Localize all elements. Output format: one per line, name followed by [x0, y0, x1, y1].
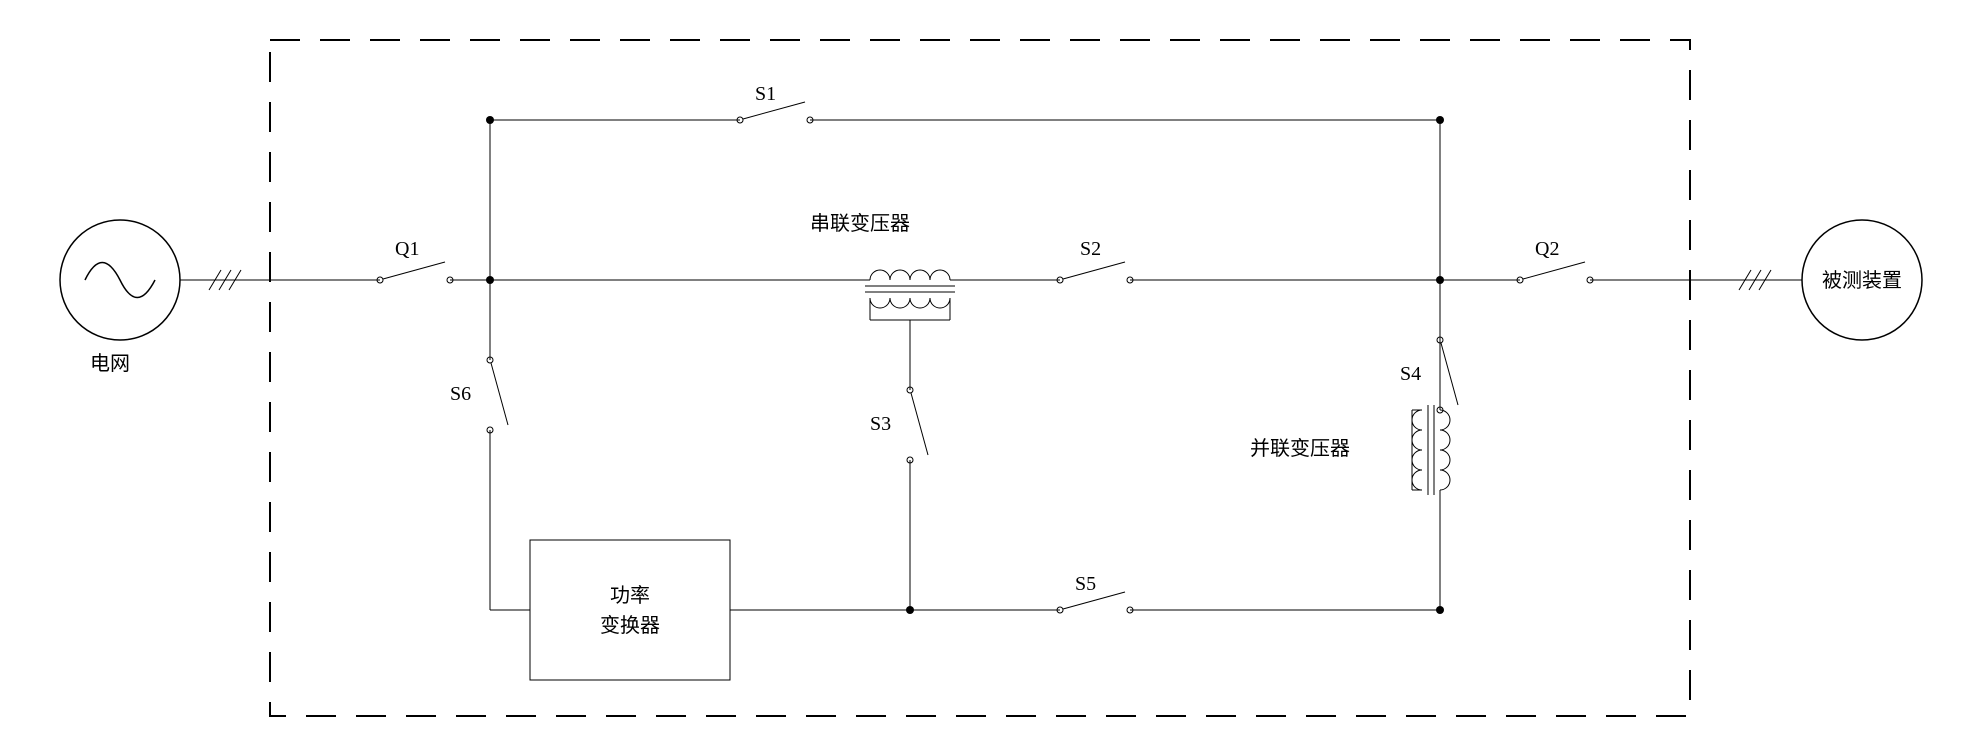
- svg-text:S6: S6: [450, 383, 471, 405]
- svg-text:被测装置: 被测装置: [1822, 269, 1902, 292]
- svg-text:S4: S4: [1400, 363, 1421, 385]
- svg-text:串联变压器: 串联变压器: [810, 212, 910, 235]
- svg-text:功率: 功率: [610, 584, 650, 607]
- svg-text:S3: S3: [870, 413, 891, 435]
- svg-text:S1: S1: [755, 83, 776, 105]
- svg-text:Q1: Q1: [395, 238, 419, 260]
- svg-text:变换器: 变换器: [600, 614, 660, 637]
- svg-text:电网: 电网: [90, 352, 130, 375]
- svg-text:Q2: Q2: [1535, 238, 1559, 260]
- svg-text:S2: S2: [1080, 238, 1101, 260]
- svg-text:S5: S5: [1075, 573, 1096, 595]
- svg-text:并联变压器: 并联变压器: [1250, 437, 1350, 460]
